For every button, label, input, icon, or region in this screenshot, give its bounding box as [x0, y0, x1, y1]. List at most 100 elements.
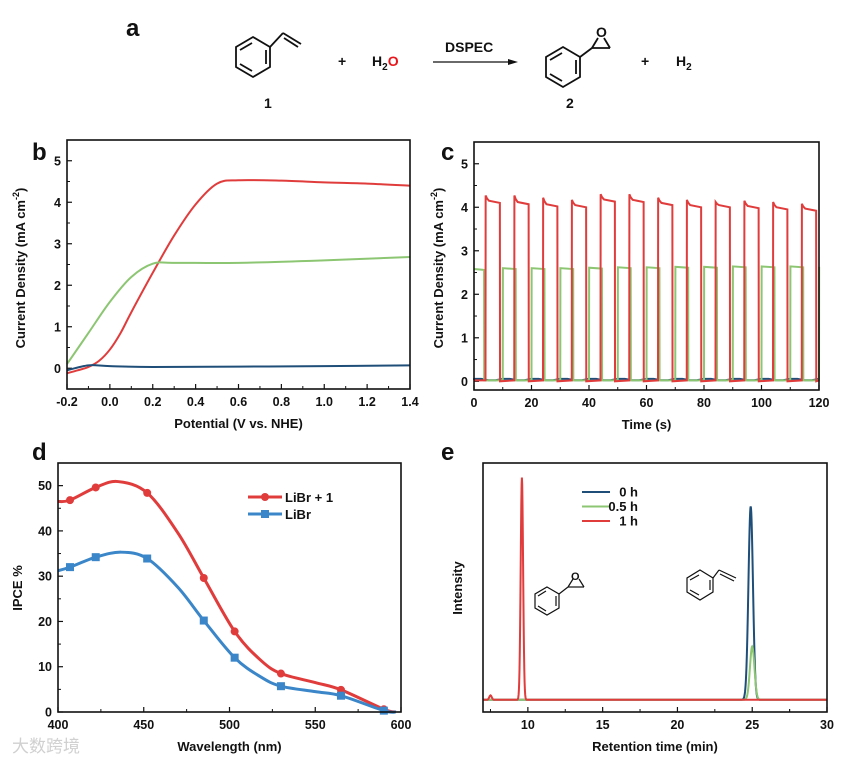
y-tick-label: 0: [461, 375, 468, 389]
x-tick-label: 0.2: [144, 395, 161, 409]
water-formula: H2O: [372, 53, 399, 73]
x-tick-label: 0.0: [101, 395, 118, 409]
y-tick-label: 4: [461, 201, 468, 215]
series-green-line: [66, 256, 411, 365]
x-tick-label: 450: [133, 718, 154, 732]
x-tick-label: 10: [521, 718, 535, 732]
panel-label-d: d: [32, 439, 47, 466]
chart-c-chronoamperometry: 0 20 40 60 80 100 120 0 1 2 3 4 5 Time (s) Current Den…: [429, 141, 830, 432]
epoxide-structure: [545, 37, 611, 89]
x-tick-label: 500: [219, 718, 240, 732]
legend-marker: [261, 510, 269, 518]
series-green-line: [473, 265, 821, 382]
styrene-structure-e: [686, 569, 737, 601]
x-tick-label: 0.8: [273, 395, 290, 409]
data-point-marker: [276, 682, 285, 691]
y-axis-title: Current Density (mA cm-2): [11, 188, 28, 349]
plot-frame: [57, 462, 402, 713]
x-tick-label: 550: [305, 718, 326, 732]
reactant-label: 1: [264, 95, 272, 111]
y-tick-label: 50: [38, 479, 52, 493]
x-axis-title: Retention time (min): [592, 739, 718, 754]
panel-label-c: c: [441, 139, 454, 166]
x-tick-label: -0.2: [56, 395, 78, 409]
data-point-marker: [379, 706, 388, 715]
data-point-marker: [66, 563, 75, 572]
data-point-marker: [230, 653, 239, 662]
y-axis-title: Intensity: [450, 561, 465, 615]
x-tick-label: 40: [582, 396, 596, 410]
legend-label: LiBr + 1: [285, 490, 333, 505]
y-tick-label: 2: [54, 279, 61, 293]
y-tick-label: 5: [54, 154, 61, 168]
x-tick-label: 20: [670, 718, 684, 732]
x-axis-title: Time (s): [622, 417, 672, 432]
plus-sign-2: +: [641, 53, 649, 69]
x-tick-label: 20: [525, 396, 539, 410]
arrow-label: DSPEC: [445, 39, 493, 55]
y-tick-label: 0: [45, 706, 52, 720]
x-tick-label: 1.0: [316, 395, 333, 409]
y-axis-title-sup: -2: [429, 192, 439, 200]
series-line: [483, 644, 827, 701]
chart-d-ipce: 400 450 500 550 600 0 10 20 30 40 50 Wavelength (nm…: [10, 462, 411, 754]
hydrogen-formula: H2: [676, 53, 692, 73]
y-tick-label: 40: [38, 524, 52, 538]
data-point-marker: [91, 553, 100, 562]
panel-label-a: a: [126, 15, 140, 42]
y-tick-label: 3: [54, 237, 61, 251]
plus-sign: +: [338, 53, 346, 69]
x-tick-label: 0.4: [187, 395, 204, 409]
y-axis-title-text: IPCE %: [10, 565, 25, 611]
y-axis-title: IPCE %: [10, 565, 25, 611]
series-line: [483, 477, 827, 701]
y-tick-label: 0: [54, 362, 61, 376]
panel-a-reaction: a 1 + H2O DSPEC O 2 + H2: [126, 15, 692, 111]
y-axis-title: Current Density (mA cm-2): [429, 188, 446, 349]
data-point-marker: [66, 496, 75, 505]
series-blue-line: [66, 364, 411, 372]
watermark: 大数跨境: [12, 737, 80, 756]
y-axis-title-text: Current Density (mA cm: [13, 200, 28, 348]
y-axis-title-sup: -2: [11, 192, 21, 200]
series-line: [57, 479, 397, 714]
styrene-oxide-structure: [534, 578, 585, 616]
x-tick-label: 1.4: [401, 395, 418, 409]
y-tick-label: 1: [461, 331, 468, 345]
y-tick-label: 2: [461, 288, 468, 302]
panel-label-b: b: [32, 139, 47, 166]
x-tick-label: 15: [596, 718, 610, 732]
y-tick-label: 30: [38, 570, 52, 584]
y-tick-label: 5: [461, 157, 468, 171]
x-tick-label: 30: [820, 718, 834, 732]
y-axis-title-end: ): [13, 188, 28, 192]
data-point-marker: [143, 488, 152, 497]
product-label: 2: [566, 95, 574, 111]
y-axis-title-text: Current Density (mA cm: [431, 200, 446, 348]
y-axis-title-end: ): [431, 188, 446, 192]
y-tick-label: 20: [38, 615, 52, 629]
x-tick-label: 1.2: [358, 395, 375, 409]
y-tick-label: 3: [461, 244, 468, 258]
epoxide-oxygen: O: [596, 24, 607, 40]
chart-b-lsv: -0.2 0.0 0.2 0.4 0.6 0.8 1.0 1.2 1.4 0 1 2 3 4 5 Potent…: [11, 139, 419, 431]
legend-marker: [261, 493, 269, 501]
x-tick-label: 120: [809, 396, 830, 410]
legend-label: 0 h: [619, 485, 638, 500]
y-tick-label: 1: [54, 320, 61, 334]
chart-e-chromatogram: O 10 15 20 25 30 Retention time (min) Intensit…: [450, 462, 834, 754]
x-axis-title: Wavelength (nm): [177, 739, 281, 754]
y-tick-label: 10: [38, 660, 52, 674]
x-tick-label: 60: [640, 396, 654, 410]
y-axis-title-text: Intensity: [450, 561, 465, 615]
data-point-marker: [199, 573, 208, 582]
panel-label-e: e: [441, 439, 454, 466]
data-point-marker: [336, 691, 345, 700]
styrene-structure: [235, 32, 302, 79]
legend-label: 1 h: [619, 514, 638, 529]
reaction-arrow: [433, 59, 518, 65]
series-red-line: [66, 179, 411, 375]
y-tick-label: 4: [54, 196, 61, 210]
styrene-oxide-oxygen: O: [571, 571, 580, 583]
